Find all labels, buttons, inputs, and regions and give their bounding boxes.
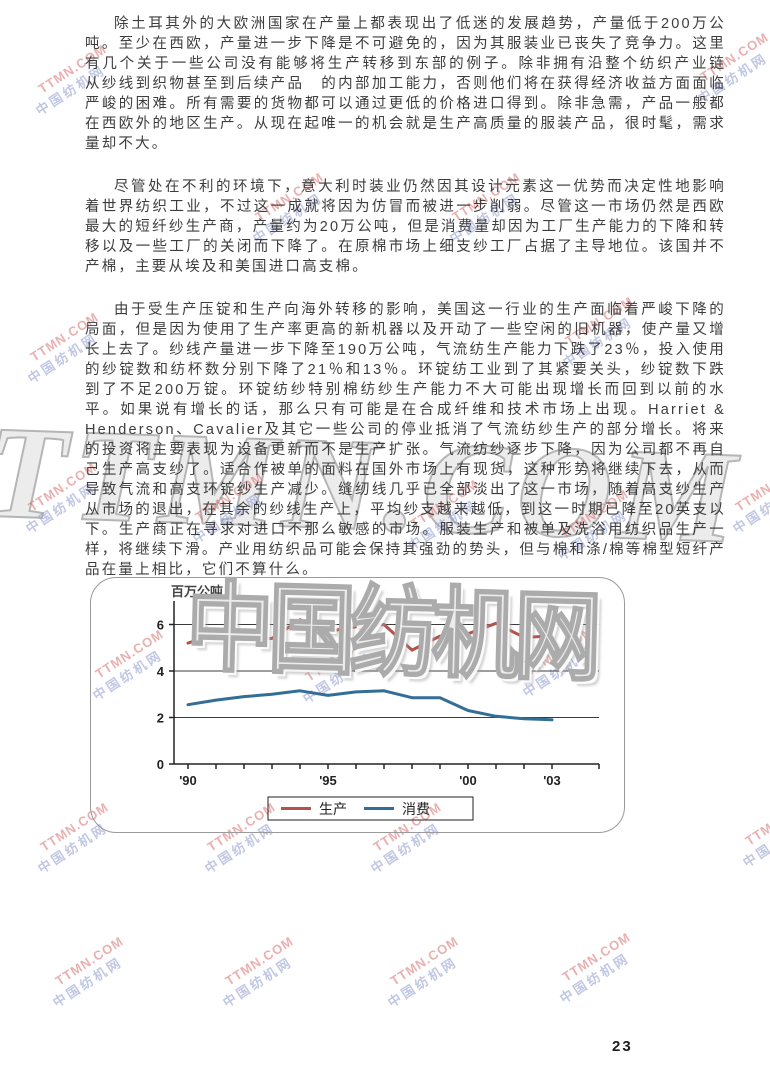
y-tick-label: 4	[157, 664, 165, 679]
legend-label: 消费	[402, 801, 430, 817]
watermark-small: TTMN.COM 中国纺机网	[220, 933, 306, 1010]
paragraph-italy-fashion: 尽管处在不利的环境下，意大利时装业仍然因其设计元素这一优势而决定性地影响着世界纺…	[85, 179, 726, 275]
watermark-small-cn: 中国纺机网	[740, 814, 770, 871]
watermark-small-en: TTMN.COM	[52, 933, 127, 989]
watermark-small-cn: 中国纺机网	[220, 954, 296, 1011]
watermark-small: TTMN.COM 中国纺机网	[730, 459, 770, 536]
watermark-small-en: TTMN.COM	[742, 793, 770, 849]
series-line-生产	[186, 618, 554, 652]
line-chart-canvas: 百万公吨 0 2 4 6 '90 '95 '00 '03 生产 消费	[157, 584, 600, 821]
watermark-small-en: TTMN.COM	[732, 459, 770, 515]
document-text: 除土耳其外的大欧洲国家在产量上都表现出了低迷的发展趋势，产量低于200万公吨。至…	[85, 14, 743, 603]
x-tick-label: '00	[459, 773, 477, 788]
watermark-small-en: TTMN.COM	[387, 933, 462, 989]
y-axis-unit-label: 百万公吨	[171, 584, 223, 599]
y-tick-label: 2	[157, 711, 164, 726]
x-tick-label: '03	[543, 773, 561, 788]
watermark-small-en: TTMN.COM	[222, 933, 297, 989]
y-tick-label: 0	[157, 757, 164, 772]
x-tick-label: '95	[319, 773, 337, 788]
watermark-small-en: TTMN.COM	[559, 929, 634, 985]
paragraph-usa-industry: 由于受生产压锭和生产向海外转移的影响，美国这一行业的生产面临着严峻下降的局面，但…	[85, 302, 726, 578]
watermark-small: TTMN.COM 中国纺机网	[740, 793, 770, 870]
watermark-small: TTMN.COM 中国纺机网	[557, 929, 643, 1006]
watermark-small-cn: 中国纺机网	[385, 954, 461, 1011]
legend-box	[267, 796, 474, 821]
watermark-small: TTMN.COM 中国纺机网	[50, 933, 136, 1010]
production-consumption-chart: 百万公吨 0 2 4 6 '90 '95 '00 '03 生产 消费	[90, 577, 625, 833]
legend-label: 生产	[319, 801, 347, 817]
paragraph-europe-production: 除土耳其外的大欧洲国家在产量上都表现出了低迷的发展趋势，产量低于200万公吨。至…	[85, 16, 743, 152]
watermark-small-cn: 中国纺机网	[730, 480, 770, 537]
page-number: 23	[612, 1038, 633, 1055]
x-tick-label: '90	[179, 773, 197, 788]
watermark-small-cn: 中国纺机网	[557, 950, 633, 1007]
series-line-消费	[186, 689, 554, 722]
watermark-small-cn: 中国纺机网	[50, 954, 126, 1011]
y-tick-label: 6	[157, 618, 164, 633]
watermark-small: TTMN.COM 中国纺机网	[385, 933, 471, 1010]
